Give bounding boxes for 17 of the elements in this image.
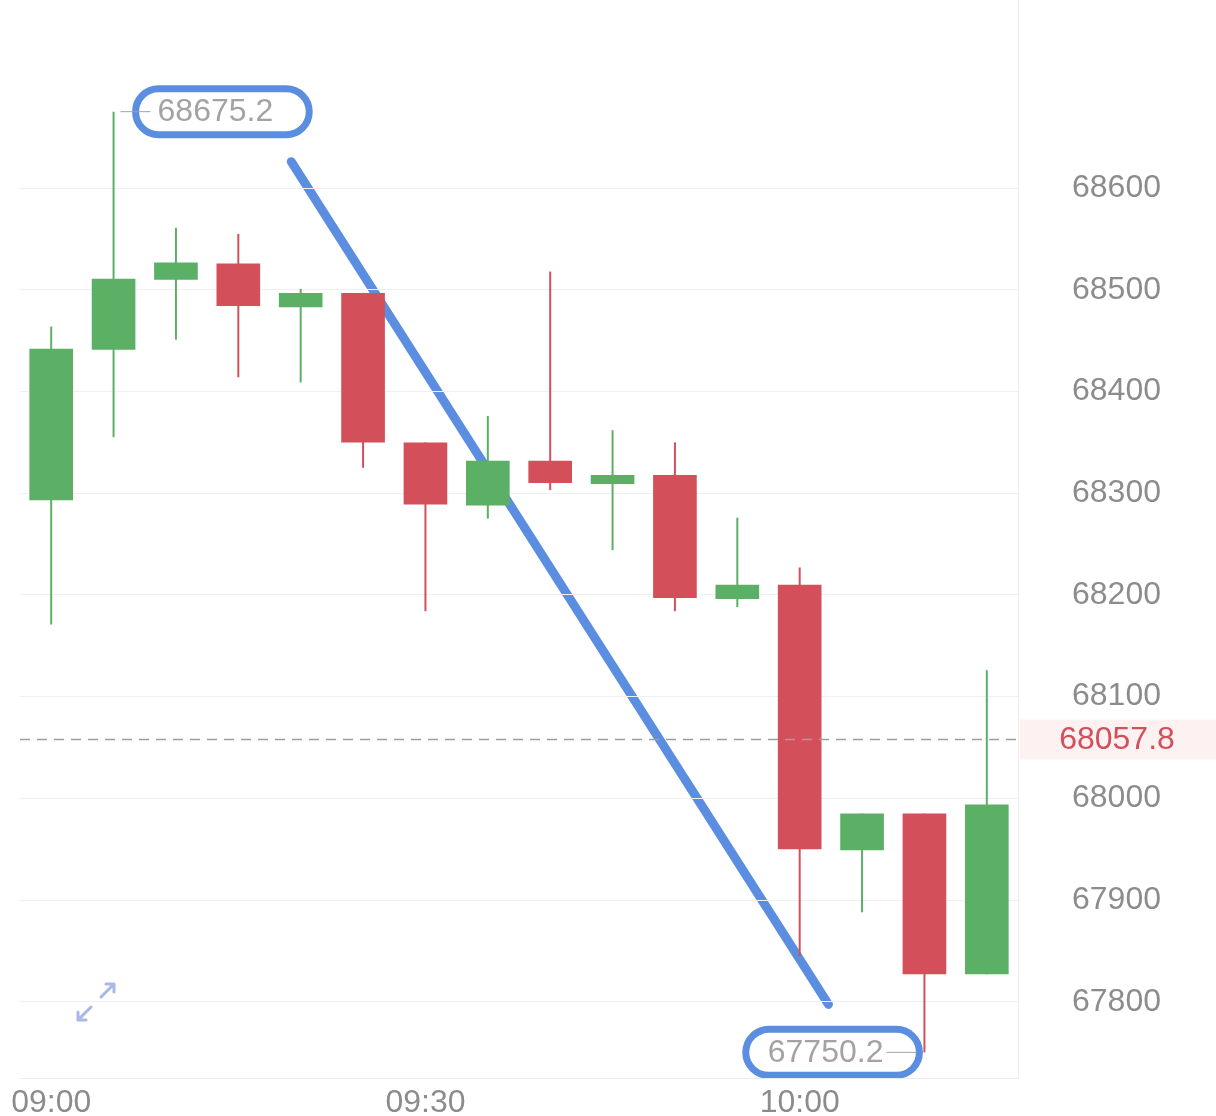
y-tick-label: 68400 [1072,371,1161,408]
candlestick [528,271,573,491]
ref-line-label: 68057.8 [1059,720,1175,757]
y-tick-label: 68000 [1072,778,1161,815]
x-tick-label: 09:30 [385,1083,466,1116]
y-tick-label: 68100 [1072,676,1161,713]
candlestick [590,430,635,551]
y-tick-label: 67800 [1072,981,1161,1018]
x-tick-label: 09:00 [11,1083,92,1116]
y-tick-label: 67900 [1072,879,1161,916]
x-tick-label: 10:00 [759,1083,840,1116]
annotation: 67750.2 [767,1033,884,1070]
y-tick-label: 68200 [1072,574,1161,611]
y-tick-label: 68500 [1072,269,1161,306]
y-tick-label: 68600 [1072,167,1161,204]
y-tick-label: 68300 [1072,473,1161,510]
annotation: 68675.2 [157,92,274,129]
